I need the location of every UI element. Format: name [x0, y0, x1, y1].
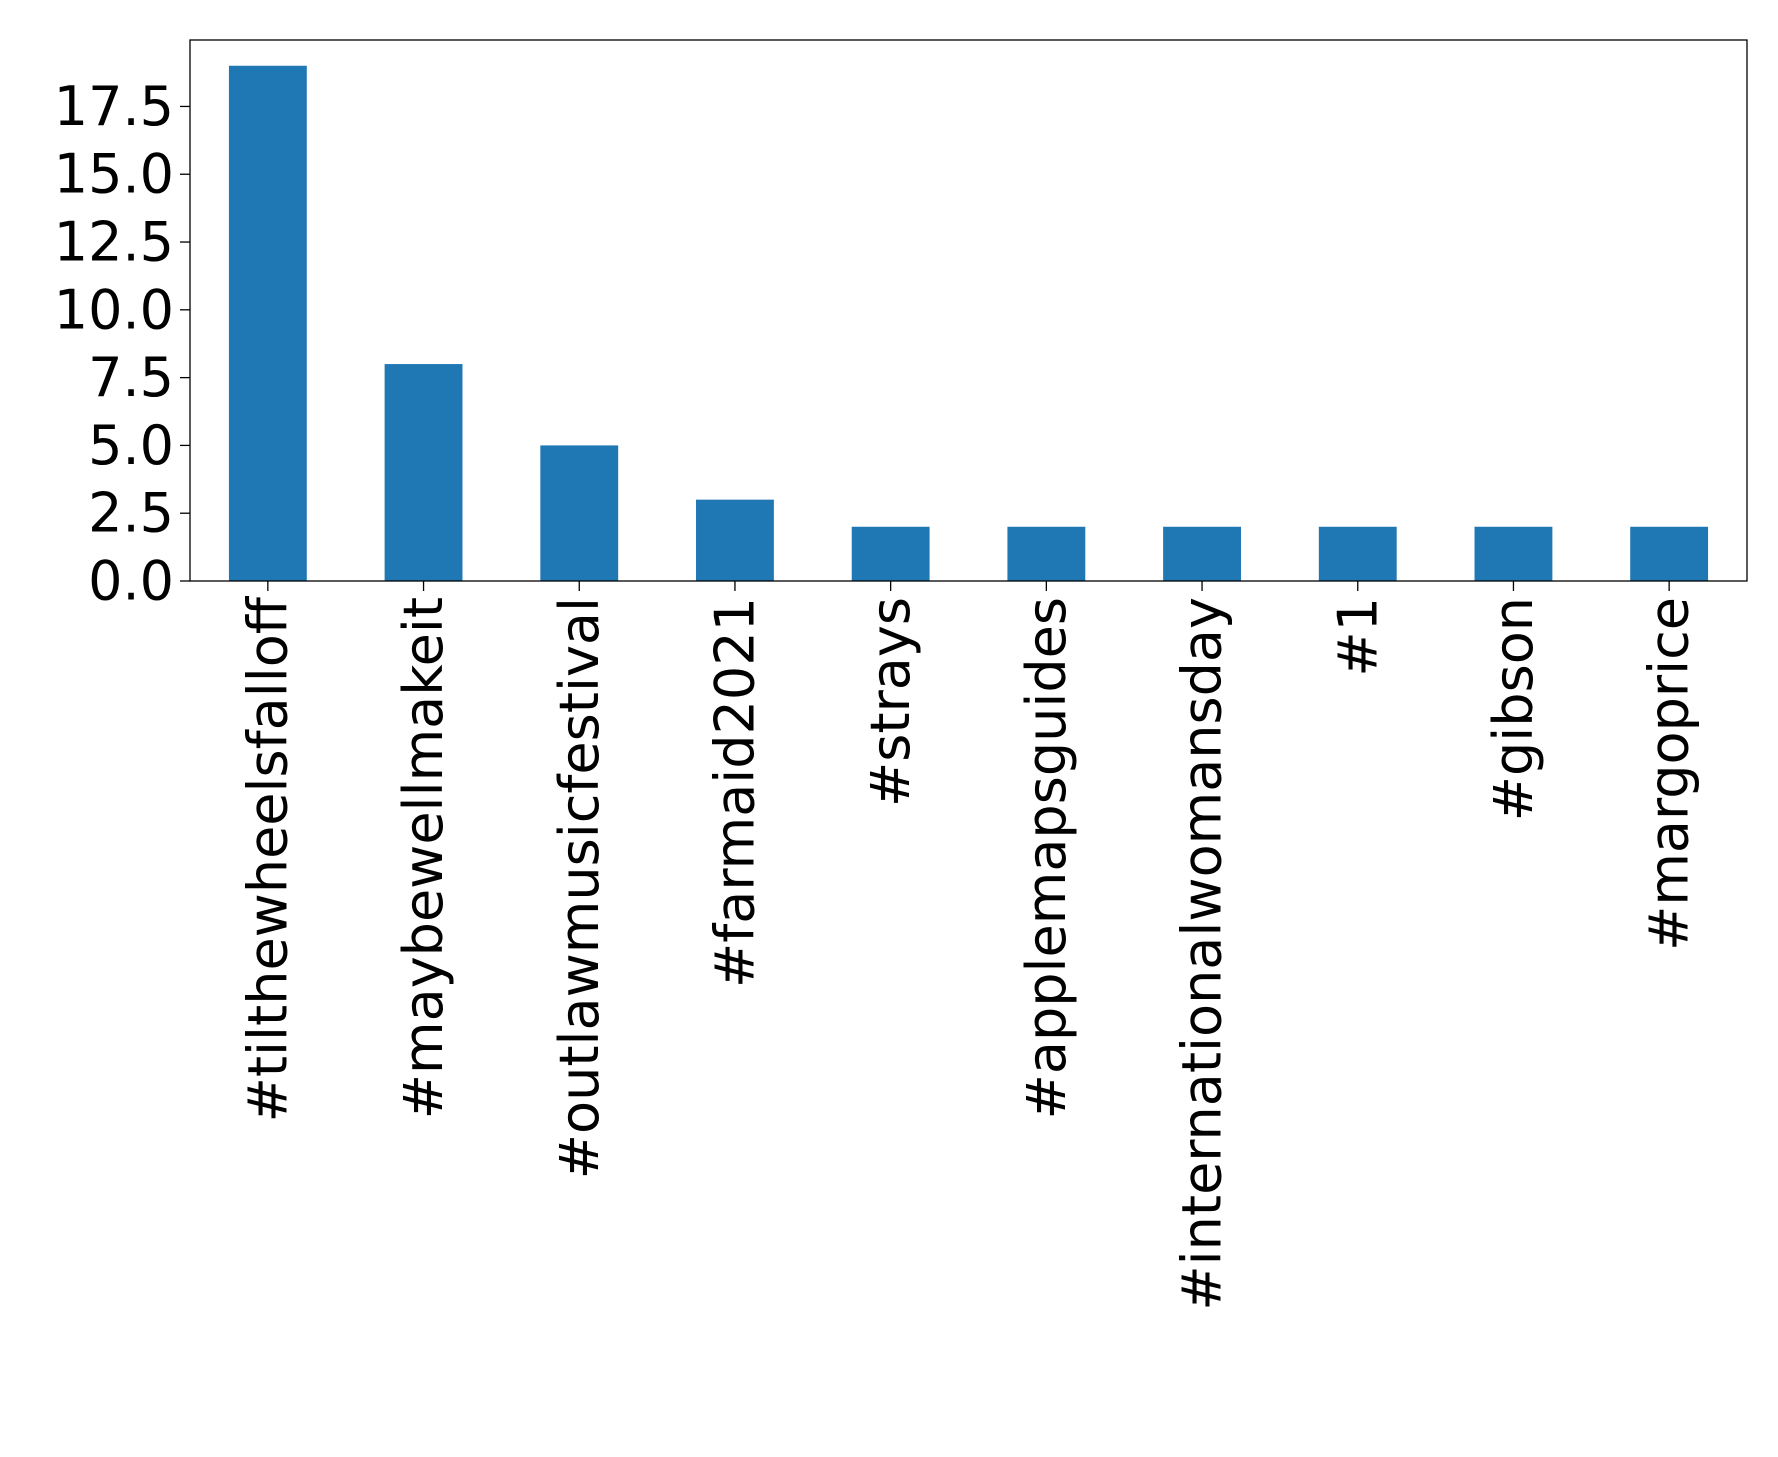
x-tick-label: #gibson	[1482, 597, 1545, 821]
x-tick-label: #internationalwomansday	[1171, 597, 1234, 1311]
x-axis: #tilthewheelsfalloff #maybewellmakeit #out…	[236, 581, 1701, 1311]
y-tick-label: 10.0	[54, 278, 174, 341]
bar-strays	[851, 526, 930, 581]
bar-applemapsguides	[1007, 526, 1086, 581]
y-axis: 0.02.55.07.510.012.515.017.5	[54, 75, 190, 613]
x-tick-label: #1	[1326, 597, 1389, 677]
bar-tilthewheelsfalloff	[228, 65, 307, 581]
x-tick-label: #applemapsguides	[1015, 597, 1078, 1119]
x-tick-label: #tilthewheelsfalloff	[236, 595, 299, 1122]
bar-gibson	[1474, 526, 1553, 581]
y-tick-label: 12.5	[54, 211, 174, 274]
x-tick-label: #maybewellmakeit	[392, 597, 455, 1119]
bar-farmaid2021	[696, 499, 774, 581]
bar-maybewellmakeit	[384, 364, 463, 581]
bars-group	[228, 65, 1709, 581]
x-tick-label: #outlawmusicfestival	[548, 597, 611, 1179]
y-tick-label: 5.0	[88, 414, 174, 477]
bar-1	[1318, 526, 1397, 581]
x-tick-label: #farmaid2021	[703, 597, 766, 988]
y-tick-label: 7.5	[88, 346, 174, 409]
x-tick-label: #margoprice	[1638, 597, 1701, 951]
y-tick-label: 2.5	[88, 482, 174, 545]
y-tick-label: 17.5	[54, 75, 174, 138]
y-tick-label: 0.0	[88, 550, 174, 613]
bar-outlawmusicfestival	[540, 445, 619, 581]
bar-margoprice	[1630, 526, 1709, 581]
y-tick-label: 15.0	[54, 143, 174, 206]
x-tick-label: #strays	[859, 597, 922, 807]
plot-frame	[189, 39, 1748, 582]
bar-internationalwomansday	[1163, 526, 1241, 581]
